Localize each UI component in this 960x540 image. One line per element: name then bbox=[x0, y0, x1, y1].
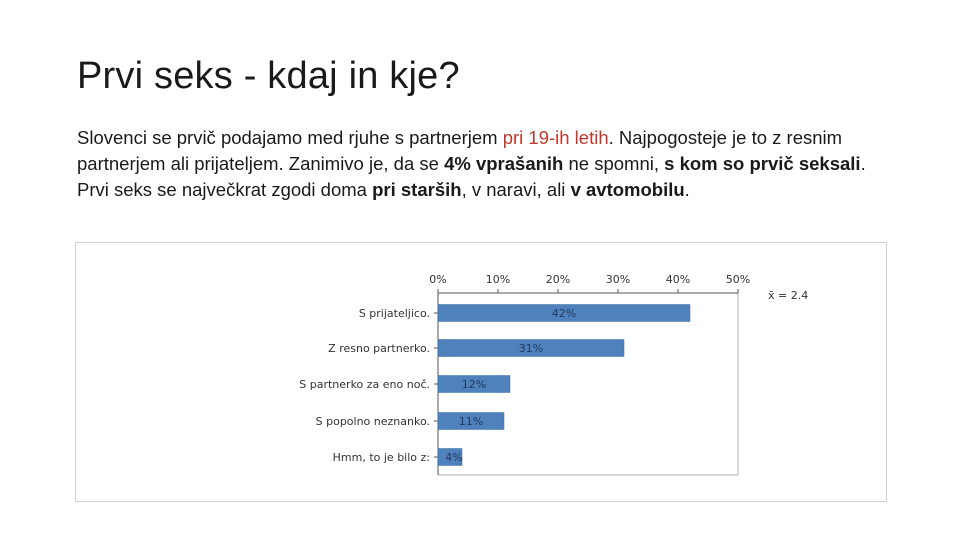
bar bbox=[437, 448, 463, 466]
category-label: S prijateljico. bbox=[359, 307, 430, 320]
x-tick-label: 10% bbox=[486, 273, 510, 286]
category-label: Z resno partnerko. bbox=[328, 342, 430, 355]
bar bbox=[437, 375, 511, 393]
chart-frame: 0% 10% 20% 30% 40% 50% S prijateljico. 42% Z res… bbox=[75, 242, 887, 502]
paragraph-text: ne spomni, bbox=[563, 153, 665, 174]
mean-label: x̄ = 2.4 bbox=[768, 289, 808, 302]
paragraph-bold-who: s kom so prvič seksali bbox=[664, 153, 861, 174]
x-tick-label: 0% bbox=[429, 273, 446, 286]
slide-title: Prvi seks - kdaj in kje? bbox=[77, 55, 460, 97]
value-label: 31% bbox=[519, 342, 543, 355]
paragraph-highlight-age: pri 19-ih letih bbox=[502, 127, 609, 148]
value-label: 11% bbox=[459, 415, 483, 428]
paragraph-text: . bbox=[684, 179, 690, 200]
paragraph-text: Slovenci se prvič podajamo med rjuhe s p… bbox=[77, 127, 503, 148]
paragraph-bold-car: v avtomobilu bbox=[570, 179, 685, 200]
category-label: Hmm, to je bilo z: bbox=[333, 451, 430, 464]
x-tick-label: 50% bbox=[726, 273, 750, 286]
bar-chart: 0% 10% 20% 30% 40% 50% S prijateljico. 42% Z res… bbox=[299, 273, 808, 476]
x-tick-label: 30% bbox=[606, 273, 630, 286]
value-label: 42% bbox=[552, 307, 576, 320]
value-label: 12% bbox=[462, 378, 486, 391]
bar bbox=[437, 304, 691, 322]
category-label: S partnerko za eno noč. bbox=[299, 378, 430, 391]
x-tick-label: 20% bbox=[546, 273, 570, 286]
value-label: 4% bbox=[445, 451, 462, 464]
bar bbox=[437, 412, 505, 430]
paragraph-text: . Prvi seks se največkrat zgodi doma bbox=[77, 153, 866, 200]
paragraph-bold-percent: 4% vprašanih bbox=[444, 153, 564, 174]
paragraph-text: , v naravi, ali bbox=[461, 179, 571, 200]
slide-paragraph: Slovenci se prvič podajamo med rjuhe s p… bbox=[77, 125, 897, 203]
x-tick-label: 40% bbox=[666, 273, 690, 286]
category-label: S popolno neznanko. bbox=[316, 415, 430, 428]
paragraph-text: . Najpogosteje je to z resnim partnerjem… bbox=[77, 127, 843, 174]
paragraph-bold-parents: pri starših bbox=[372, 179, 462, 200]
bar bbox=[437, 339, 625, 357]
